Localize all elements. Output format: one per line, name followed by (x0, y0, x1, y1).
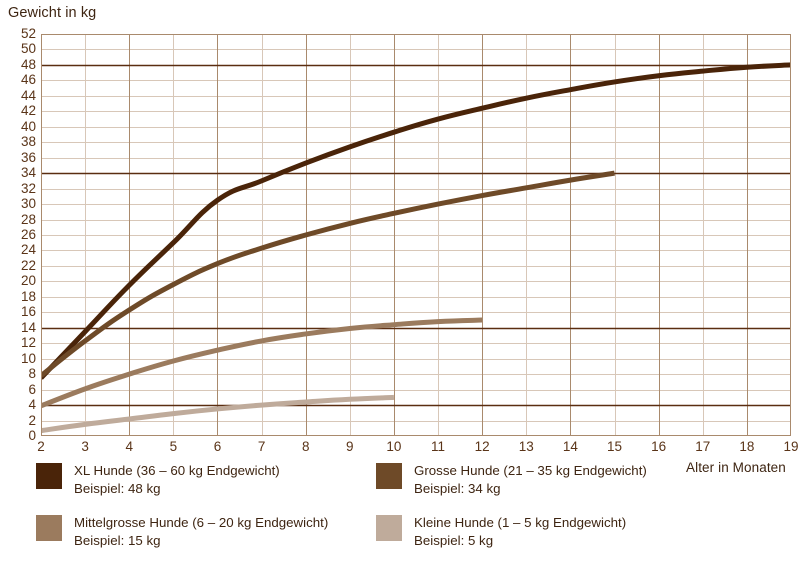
y-tick-label: 26 (20, 227, 36, 242)
x-tick-label: 14 (562, 439, 578, 454)
x-tick-label: 10 (386, 439, 402, 454)
y-tick-label: 44 (20, 87, 36, 103)
legend-swatch-icon (36, 515, 62, 541)
legend-entry-1[interactable]: Grosse Hunde (21 – 35 kg Endgewicht) Beis… (376, 462, 647, 498)
y-axis-title: Gewicht in kg (8, 5, 97, 21)
x-tick-label: 5 (169, 439, 178, 454)
legend-text: Mittelgrosse Hunde (6 – 20 kg Endgewicht… (74, 514, 328, 550)
legend-entry-0[interactable]: XL Hunde (36 – 60 kg Endgewicht) Beispiel… (36, 462, 280, 498)
legend-entry-3[interactable]: Kleine Hunde (1 – 5 kg Endgewicht) Beispi… (376, 514, 626, 550)
x-axis-title: Alter in Monaten (686, 460, 786, 475)
legend-label: XL Hunde (36 – 60 kg Endgewicht) (74, 463, 280, 478)
legend-swatch-icon (376, 515, 402, 541)
legend-label: Mittelgrosse Hunde (6 – 20 kg Endgewicht… (74, 515, 329, 530)
grid-minor-lines (41, 34, 791, 436)
y-tick-label: 12 (20, 335, 36, 351)
x-tick-label: 16 (651, 439, 667, 454)
x-tick-label: 15 (607, 439, 623, 454)
plot-svg (41, 34, 791, 436)
chart-legend: XL Hunde (36 – 60 kg Endgewicht) Beispiel… (36, 462, 796, 558)
y-tick-label: 40 (20, 118, 36, 134)
y-tick-label: 50 (20, 41, 36, 57)
y-tick-label: 30 (20, 196, 36, 212)
x-tick-label: 7 (257, 439, 266, 454)
legend-text: Grosse Hunde (21 – 35 kg Endgewicht) Beis… (414, 462, 647, 498)
x-tick-label: 4 (125, 439, 133, 454)
legend-example: Beispiel: 15 kg (74, 533, 161, 548)
x-tick-label: 8 (301, 439, 310, 454)
x-tick-label: 17 (695, 439, 711, 454)
legend-swatch-icon (36, 463, 62, 489)
y-tick-label: 8 (28, 366, 36, 382)
y-tick-label: 36 (20, 149, 36, 165)
y-tick-label: 24 (20, 242, 36, 258)
x-tick-label: 13 (518, 439, 534, 454)
y-tick-label: 4 (28, 397, 36, 413)
y-tick-label: 38 (20, 134, 36, 150)
series-line-2 (41, 317, 483, 409)
legend-label: Grosse Hunde (21 – 35 kg Endgewicht) (414, 463, 647, 478)
legend-entry-2[interactable]: Mittelgrosse Hunde (6 – 20 kg Endgewicht… (36, 514, 328, 550)
x-tick-label: 9 (346, 439, 354, 454)
y-tick-label: 0 (28, 428, 36, 443)
x-tick-label: 2 (37, 439, 45, 454)
x-tick-label: 11 (431, 439, 446, 454)
y-tick-label: 10 (20, 350, 36, 366)
series-line-3 (41, 394, 395, 434)
legend-example: Beispiel: 34 kg (414, 481, 501, 496)
x-tick-label: 19 (783, 439, 799, 454)
y-tick-label: 14 (20, 319, 36, 335)
x-tick-label: 18 (739, 439, 755, 454)
series-line-0 (41, 62, 791, 380)
series-line-1 (41, 170, 615, 378)
legend-text: XL Hunde (36 – 60 kg Endgewicht) Beispiel… (74, 462, 280, 498)
y-tick-label: 34 (20, 165, 36, 181)
series-lines (41, 62, 791, 434)
y-tick-label: 46 (20, 72, 36, 88)
legend-example: Beispiel: 5 kg (414, 533, 494, 548)
legend-example: Beispiel: 48 kg (74, 481, 161, 496)
x-tick-label: 12 (474, 439, 490, 454)
y-tick-label: 52 (20, 26, 36, 41)
x-axis-tick-labels: 2 3 4 5 6 7 8 9 10 11 12 13 14 15 16 17 18 19 (37, 439, 798, 462)
plot-border (41, 34, 791, 436)
y-tick-label: 18 (20, 288, 36, 304)
y-tick-label: 32 (20, 180, 36, 196)
y-tick-label: 48 (20, 56, 36, 72)
plot-area (41, 34, 791, 436)
y-axis-tick-labels: 0 2 4 6 8 10 12 14 16 18 20 22 24 26 28 30 32 34 36 38 40 42 4… (0, 27, 36, 442)
y-tick-label: 16 (20, 304, 36, 320)
y-tick-label: 2 (28, 412, 36, 428)
y-tick-label: 42 (20, 103, 36, 119)
x-tick-label: 3 (81, 439, 89, 454)
legend-label: Kleine Hunde (1 – 5 kg Endgewicht) (414, 515, 627, 530)
reference-lines (41, 64, 791, 407)
x-tick-label: 6 (213, 439, 222, 454)
y-tick-label: 28 (20, 211, 36, 227)
y-tick-label: 20 (20, 273, 36, 289)
y-tick-label: 22 (20, 257, 36, 273)
legend-swatch-icon (376, 463, 402, 489)
y-tick-label: 6 (28, 381, 36, 397)
legend-text: Kleine Hunde (1 – 5 kg Endgewicht) Beispi… (414, 514, 626, 550)
